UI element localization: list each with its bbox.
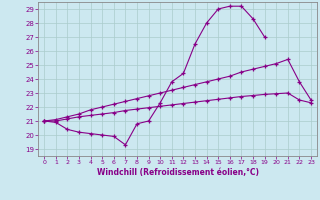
X-axis label: Windchill (Refroidissement éolien,°C): Windchill (Refroidissement éolien,°C) — [97, 168, 259, 177]
